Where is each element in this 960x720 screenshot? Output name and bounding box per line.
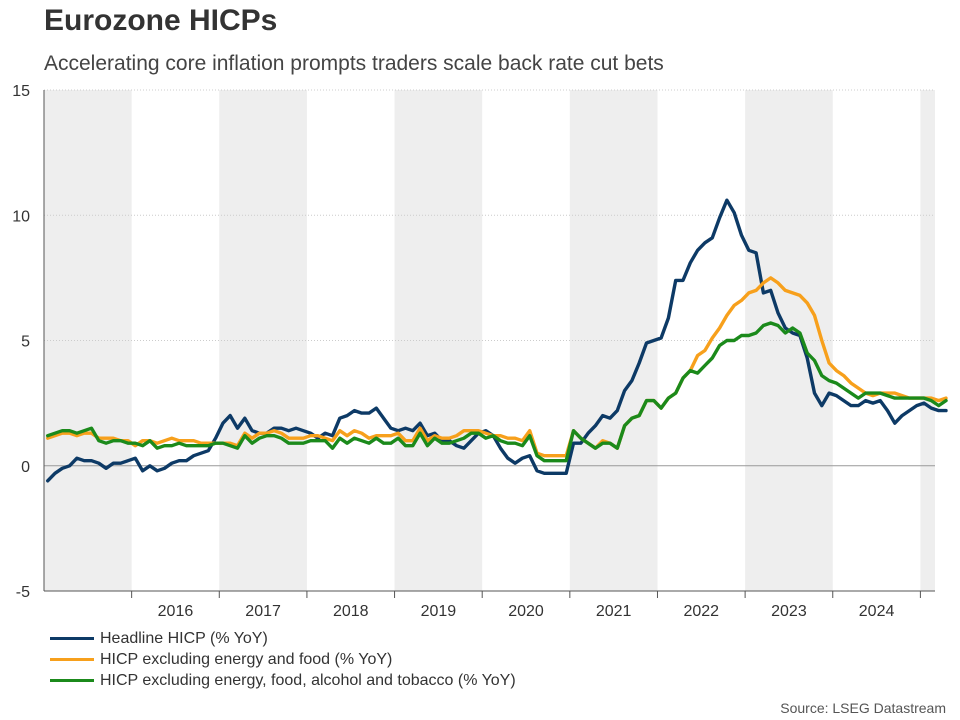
legend-label-core-ex-alcohol-tobacco: HICP excluding energy, food, alcohol and…: [100, 671, 516, 689]
legend-item-core[interactable]: HICP excluding energy and food (% YoY): [50, 649, 516, 670]
y-tick-label-5: 5: [21, 334, 30, 351]
y-tick-labels: -5 0 5 10 15: [12, 83, 30, 601]
y-tick-label-15: 15: [12, 83, 30, 100]
legend-label-core: HICP excluding energy and food (% YoY): [100, 650, 393, 668]
source-note: Source: LSEG Datastream: [780, 700, 946, 716]
legend-item-headline[interactable]: Headline HICP (% YoY): [50, 628, 516, 649]
series-lines: [46, 198, 948, 483]
legend-swatch-core-ex-alcohol-tobacco: [50, 679, 94, 682]
x-tick-label-2018: 2018: [333, 603, 369, 620]
x-tick-label-2023: 2023: [771, 603, 807, 620]
series-line-2: [46, 321, 948, 463]
y-tick-label-0: 0: [21, 459, 30, 476]
series-line-0: [46, 198, 948, 483]
series-line-1: [46, 276, 948, 458]
x-tick-label-2020: 2020: [508, 603, 544, 620]
x-tick-label-2024: 2024: [859, 603, 895, 620]
x-tick-labels: 2016 2017 2018 2019 2020 2021 2022 2023 2024: [158, 603, 895, 620]
legend-swatch-core: [50, 658, 94, 661]
legend-swatch-headline: [50, 637, 94, 640]
gridlines: [44, 89, 935, 592]
x-tick-label-2022: 2022: [683, 603, 719, 620]
axes: [43, 90, 935, 598]
shaded-year-bands: [44, 90, 935, 591]
chart-title: Eurozone HICPs: [44, 4, 278, 37]
y-tick-label--5: -5: [16, 584, 30, 601]
chart-subtitle: Accelerating core inflation prompts trad…: [44, 52, 664, 75]
legend: Headline HICP (% YoY) HICP excluding ene…: [50, 628, 516, 691]
legend-label-headline: Headline HICP (% YoY): [100, 629, 268, 647]
y-tick-label-10: 10: [12, 208, 30, 225]
shaded-band-2015: [44, 90, 132, 591]
legend-item-core-ex-alcohol-tobacco[interactable]: HICP excluding energy, food, alcohol and…: [50, 670, 516, 691]
x-tick-label-2019: 2019: [421, 603, 457, 620]
x-tick-label-2021: 2021: [596, 603, 632, 620]
x-tick-label-2016: 2016: [158, 603, 194, 620]
x-tick-label-2017: 2017: [245, 603, 281, 620]
